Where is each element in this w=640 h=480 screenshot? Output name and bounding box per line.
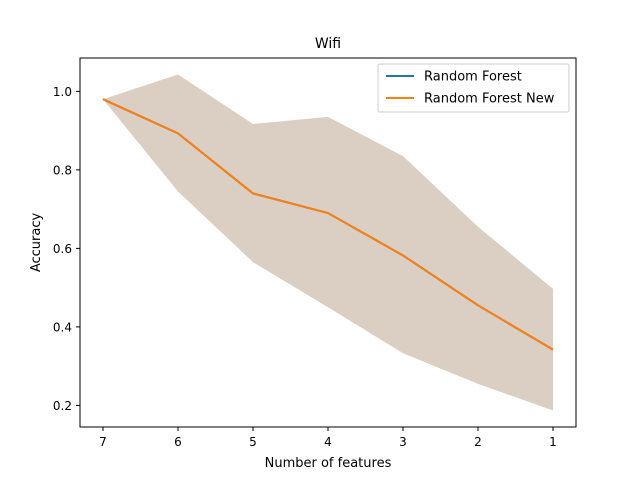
legend-label-random-forest-new: Random Forest New bbox=[424, 92, 555, 107]
x-tick-label: 2 bbox=[474, 435, 482, 449]
x-tick-label: 6 bbox=[174, 435, 182, 449]
std-band bbox=[103, 74, 553, 411]
x-tick-label: 7 bbox=[99, 435, 107, 449]
x-tick-label: 3 bbox=[399, 435, 407, 449]
x-tick-label: 1 bbox=[549, 435, 557, 449]
chart-title: Wifi bbox=[315, 36, 341, 52]
series-lines-layer bbox=[102, 98, 554, 351]
x-axis-ticks: 7 6 5 4 3 2 1 bbox=[99, 427, 557, 449]
y-tick-label: 0.8 bbox=[53, 163, 72, 177]
y-tick-label: 0.4 bbox=[53, 320, 72, 334]
x-axis-label: Number of features bbox=[265, 456, 392, 471]
y-axis-ticks: 0.2 0.4 0.6 0.8 1.0 bbox=[53, 85, 80, 413]
legend-box bbox=[377, 63, 570, 113]
confidence-band-layer bbox=[103, 74, 553, 411]
x-tick-label: 5 bbox=[249, 435, 257, 449]
legend: Random Forest Random Forest New bbox=[377, 63, 570, 113]
y-tick-label: 1.0 bbox=[53, 85, 72, 99]
y-axis-label: Accuracy bbox=[29, 213, 44, 273]
y-tick-label: 0.2 bbox=[53, 399, 72, 413]
y-tick-label: 0.6 bbox=[53, 242, 72, 256]
x-tick-label: 4 bbox=[324, 435, 332, 449]
legend-label-random-forest: Random Forest bbox=[424, 70, 522, 85]
